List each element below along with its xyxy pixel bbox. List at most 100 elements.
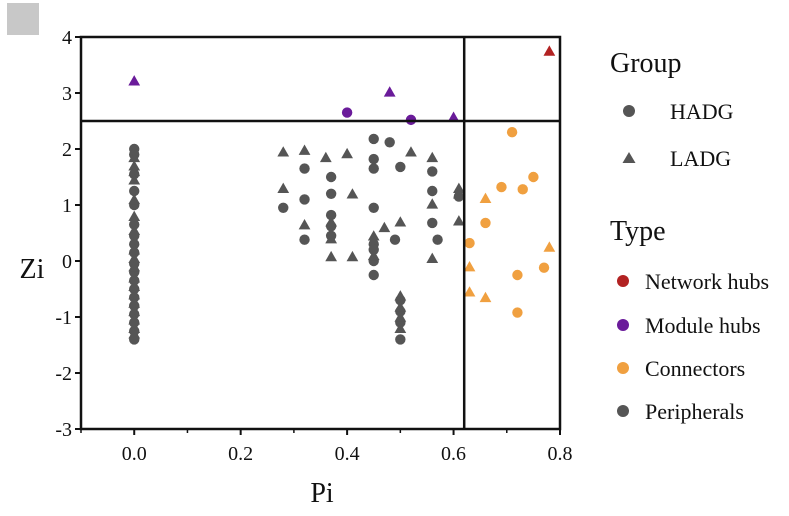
circle-point-peripherals	[129, 185, 140, 197]
triangle-point-peripherals	[426, 151, 439, 163]
circle-point-peripherals	[427, 166, 438, 177]
y-tick-label: 1	[62, 195, 72, 217]
y-tick-label: 4	[62, 27, 72, 49]
triangle-point-module-hubs	[128, 75, 141, 86]
circle-point-peripherals	[395, 161, 406, 173]
triangle-point-peripherals	[128, 252, 141, 263]
legend-module-hubs-label: Module hubs	[645, 313, 761, 338]
triangle-point-peripherals	[378, 221, 391, 233]
legend-ladg-marker	[622, 152, 636, 163]
triangle-point-network-hubs	[543, 45, 556, 56]
circle-point-peripherals	[432, 234, 443, 245]
legend-peripherals-marker	[617, 405, 629, 417]
legend-group-title: Group	[610, 48, 682, 79]
legend-ladg-label: LADG	[670, 146, 731, 171]
triangle-point-peripherals	[128, 165, 141, 177]
triangle-point-peripherals	[325, 233, 338, 244]
triangle-point-peripherals	[277, 182, 290, 193]
circle-point-peripherals	[368, 133, 379, 145]
triangle-point-peripherals	[128, 160, 141, 171]
triangle-point-connectors	[463, 286, 476, 297]
circle-point-peripherals	[395, 334, 406, 345]
triangle-point-peripherals	[405, 146, 417, 157]
triangle-point-module-hubs	[383, 86, 396, 97]
y-tick-label: 2	[62, 139, 72, 161]
circle-point-peripherals	[427, 217, 438, 229]
x-axis-title: Pi	[310, 478, 334, 509]
triangle-point-peripherals	[394, 216, 407, 227]
circle-point-peripherals	[325, 188, 337, 199]
triangle-point-peripherals	[298, 144, 311, 155]
triangle-point-peripherals	[128, 297, 141, 308]
circle-point-peripherals	[368, 269, 379, 281]
frame-layer	[79, 35, 562, 431]
triangle-point-peripherals	[128, 174, 141, 185]
circle-point-peripherals	[368, 202, 379, 213]
triangle-point-peripherals	[394, 290, 407, 301]
x-tick-label: 0.2	[228, 443, 253, 465]
x-tick-label: 0.8	[548, 443, 573, 465]
circle-point-peripherals	[299, 234, 310, 245]
circle-point-peripherals	[427, 185, 438, 197]
y-axis-title: Zi	[20, 254, 45, 285]
circle-point-connectors	[512, 269, 523, 281]
triangle-point-peripherals	[367, 230, 380, 241]
y-tick-label: 0	[62, 251, 72, 273]
triangle-point-peripherals	[128, 289, 141, 300]
legend-connectors-marker	[617, 362, 629, 374]
circle-point-connectors	[517, 184, 528, 195]
legend-network-hubs-marker	[617, 275, 629, 287]
triangle-point-peripherals	[426, 198, 439, 209]
circle-point-peripherals	[299, 163, 310, 174]
legend-hadg-marker	[623, 105, 635, 117]
circle-point-peripherals	[325, 209, 337, 221]
triangle-point-peripherals	[128, 193, 141, 205]
circle-point-connectors	[480, 217, 491, 229]
x-tick-label: 0.4	[335, 443, 360, 465]
x-tick-label: 0.0	[122, 443, 147, 465]
legend: Group HADG LADG Type Network hubs Module…	[610, 48, 769, 424]
circle-point-peripherals	[389, 234, 401, 245]
triangle-point-peripherals	[367, 249, 380, 261]
triangle-point-peripherals	[128, 280, 141, 291]
corner-placeholder	[7, 3, 39, 35]
x-tick-label: 0.6	[441, 443, 466, 465]
triangle-point-peripherals	[128, 314, 141, 325]
circle-point-connectors	[506, 127, 518, 138]
triangle-point-peripherals	[394, 322, 407, 333]
triangle-point-connectors	[479, 291, 492, 303]
y-tick-label: 3	[62, 83, 72, 105]
circle-point-connectors	[464, 237, 475, 249]
triangle-point-peripherals	[325, 250, 338, 262]
triangle-point-peripherals	[128, 151, 141, 163]
circle-point-connectors	[528, 171, 539, 183]
y-tick-label: -1	[55, 307, 72, 329]
triangle-point-peripherals	[128, 272, 141, 283]
points-layer	[128, 45, 556, 345]
triangle-point-peripherals	[452, 188, 465, 199]
triangle-point-peripherals	[128, 305, 141, 317]
ticks-layer: 0.0 0.2 0.4 0.6 0.8 4 3 2 1 0 -1 -2 -3	[55, 27, 572, 465]
legend-connectors-label: Connectors	[645, 356, 745, 381]
circle-point-module-hubs	[341, 107, 353, 118]
legend-hadg-label: HADG	[670, 99, 734, 124]
legend-network-hubs-label: Network hubs	[645, 269, 769, 294]
circle-point-peripherals	[278, 202, 289, 213]
circle-point-peripherals	[384, 137, 395, 148]
y-tick-label: -3	[55, 419, 72, 441]
circle-point-connectors	[496, 181, 507, 193]
circle-point-peripherals	[325, 171, 337, 183]
triangle-point-peripherals	[128, 261, 141, 272]
triangle-point-connectors	[479, 192, 492, 204]
triangle-point-peripherals	[128, 328, 141, 339]
triangle-point-module-hubs	[447, 111, 460, 122]
triangle-point-peripherals	[452, 182, 465, 193]
triangle-point-peripherals	[128, 322, 141, 333]
triangle-point-peripherals	[128, 244, 141, 255]
triangle-point-peripherals	[277, 146, 290, 157]
triangle-point-peripherals	[128, 210, 141, 221]
plot-frame	[79, 35, 562, 431]
circle-point-peripherals	[368, 153, 379, 165]
triangle-point-peripherals	[394, 311, 407, 322]
